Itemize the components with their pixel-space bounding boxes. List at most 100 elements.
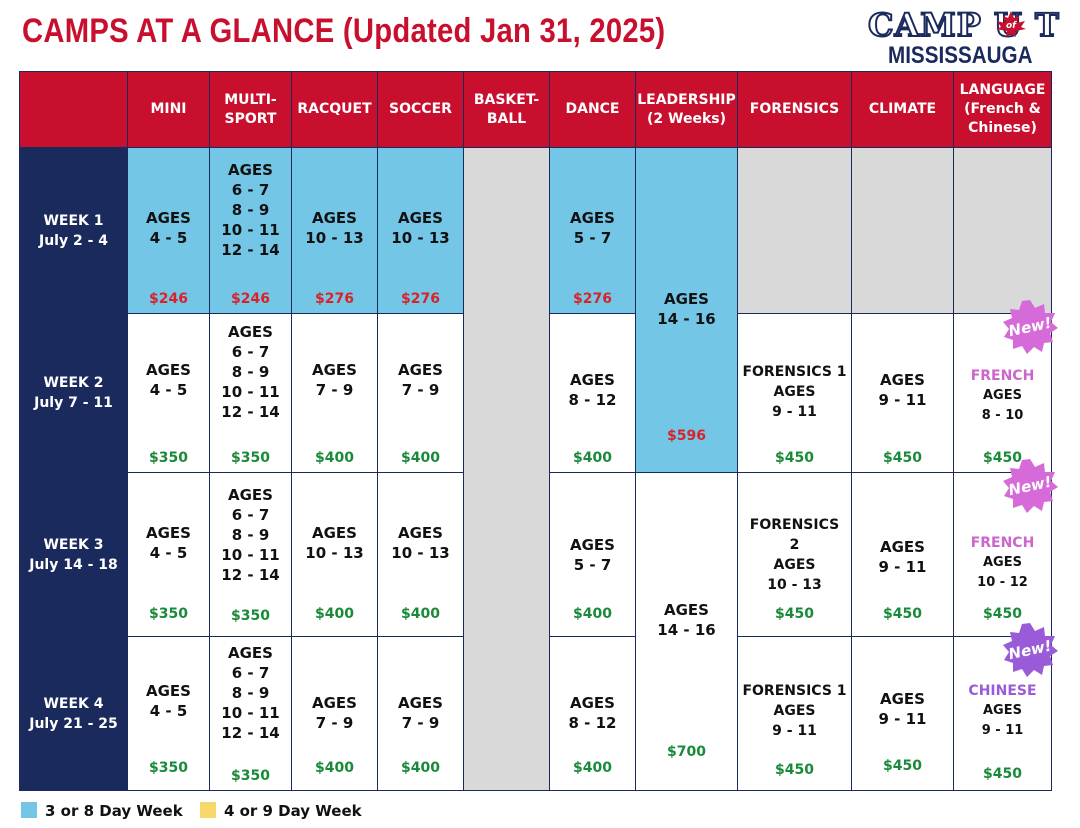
week-2-language-cell[interactable]: New! FRENCH AGES 8 - 10 $450 (953, 300, 1058, 473)
week-4-mini-cell[interactable]: AGES 4 - 5 $350 (127, 636, 210, 791)
camp-schedule-table: MINI MULTI- SPORT RACQUET SOCCER BASKET- B… (19, 71, 1058, 791)
col-header-basketball: BASKET- BALL (463, 71, 550, 148)
col-header-leadership: LEADERSHIP (2 Weeks) (635, 71, 738, 148)
week-3-climate-cell[interactable]: AGES 9 - 11 $450 (851, 472, 954, 637)
week-4-racquet-cell[interactable]: AGES 7 - 9 $400 (291, 636, 378, 791)
price: $450 (775, 450, 814, 466)
week-1-row: WEEK 1 July 2 - 4 AGES 4 - 5 $246 AGES 6 - 7… (19, 147, 1052, 791)
price: $400 (573, 450, 612, 466)
price: $450 (983, 450, 1022, 466)
week-3-soccer-cell[interactable]: AGES 10 - 13 $400 (377, 472, 464, 637)
ages-text: AGES 5 - 7 (570, 209, 615, 247)
price: $400 (401, 606, 440, 622)
course-text: FORENSICS 2 AGES 10 - 13 (749, 517, 840, 593)
week-1-racquet-cell[interactable]: AGES 10 - 13 $276 (291, 147, 378, 314)
price: $596 (667, 427, 706, 444)
ages-text: AGES 4 - 5 (146, 361, 191, 399)
week-2-racquet-cell[interactable]: AGES 7 - 9 $400 (291, 313, 378, 473)
ages-text: AGES 9 - 11 (878, 690, 927, 728)
legend-label: 3 or 8 Day Week (45, 802, 183, 820)
logo-of-text: of (1006, 21, 1017, 31)
price: $450 (883, 450, 922, 466)
leadership-session-2-cell[interactable]: AGES 14 - 16 $700 (635, 472, 738, 791)
price: $450 (775, 762, 814, 778)
week-3-row: WEEK 3 July 14 - 18 AGES 4 - 5 $350 AGES 6 -… (19, 459, 1058, 791)
price: $450 (883, 606, 922, 622)
maple-leaf-icon: of (996, 11, 1026, 37)
price: $350 (231, 450, 270, 466)
week-2-row: WEEK 2 July 7 - 11 AGES 4 - 5 $350 AGES 6 - … (19, 300, 1058, 473)
price: $246 (149, 291, 188, 307)
ages-text: AGES 4 - 5 (146, 209, 191, 247)
price: $276 (573, 291, 612, 307)
week-4-climate-cell[interactable]: AGES 9 - 11 $450 (851, 636, 954, 791)
logo-wordmark: CAMP U T (867, 5, 1060, 45)
ages-text: AGES 7 - 9 (312, 694, 357, 732)
price: $400 (573, 760, 612, 776)
price: $700 (667, 743, 706, 760)
price: $350 (231, 608, 270, 624)
price: $350 (149, 450, 188, 466)
price: $350 (149, 760, 188, 776)
col-header-multisport: MULTI- SPORT (209, 71, 292, 148)
week-3-forensics-cell[interactable]: FORENSICS 2 AGES 10 - 13 $450 (737, 472, 852, 637)
week-1-language-empty (953, 147, 1052, 314)
ages-text: AGES 14 - 16 (657, 600, 716, 639)
week-2-soccer-cell[interactable]: AGES 7 - 9 $400 (377, 313, 464, 473)
price: $400 (401, 760, 440, 776)
ages-text: AGES 10 - 12 (977, 555, 1028, 590)
week-1-forensics-empty (737, 147, 852, 314)
week-3-language-cell[interactable]: New! FRENCH AGES 10 - 12 $450 (953, 459, 1058, 637)
col-header-mini: MINI (127, 71, 210, 148)
week-4-dance-cell[interactable]: AGES 8 - 12 $400 (549, 636, 636, 791)
ages-text: AGES 8 - 12 (568, 371, 617, 409)
ages-text: AGES 4 - 5 (146, 524, 191, 562)
price: $450 (983, 766, 1022, 782)
week-1-soccer-cell[interactable]: AGES 10 - 13 $276 (377, 147, 464, 314)
basketball-empty-cell (463, 147, 550, 791)
price: $276 (315, 291, 354, 307)
week-2-forensics-cell[interactable]: FORENSICS 1 AGES 9 - 11 $450 (737, 313, 852, 473)
price: $450 (883, 758, 922, 774)
legend: 3 or 8 Day Week 4 or 9 Day Week (21, 802, 374, 822)
leadership-session-1-cell[interactable]: AGES 14 - 16 $596 (635, 147, 738, 473)
ages-text: AGES 8 - 12 (568, 694, 617, 732)
week-3-dance-cell[interactable]: AGES 5 - 7 $400 (549, 472, 636, 637)
price: $350 (149, 606, 188, 622)
price: $400 (573, 606, 612, 622)
week-4-forensics-cell[interactable]: FORENSICS 1 AGES 9 - 11 $450 (737, 636, 852, 791)
price: $450 (775, 606, 814, 622)
legend-label: 4 or 9 Day Week (223, 802, 362, 820)
week-2-dance-cell[interactable]: AGES 8 - 12 $400 (549, 313, 636, 473)
course-text: FORENSICS 1 AGES 9 - 11 (742, 364, 847, 420)
col-header-soccer: SOCCER (377, 71, 464, 148)
price: $246 (231, 291, 270, 307)
header-row: MINI MULTI- SPORT RACQUET SOCCER BASKET- B… (19, 71, 1052, 148)
week-2-climate-cell[interactable]: AGES 9 - 11 $450 (851, 313, 954, 473)
week-2-mini-cell[interactable]: AGES 4 - 5 $350 (127, 313, 210, 473)
week-3-mini-cell[interactable]: AGES 4 - 5 $350 (127, 472, 210, 637)
week-4-soccer-cell[interactable]: AGES 7 - 9 $400 (377, 636, 464, 791)
price: $276 (401, 291, 440, 307)
col-header-dance: DANCE (549, 71, 636, 148)
week-4-language-cell[interactable]: New! CHINESE AGES 9 - 11 $450 (953, 623, 1058, 791)
week-4-label: WEEK 4 July 21 - 25 (19, 636, 128, 791)
price: $400 (315, 760, 354, 776)
ages-text: AGES 10 - 13 (391, 209, 450, 247)
week-3-racquet-cell[interactable]: AGES 10 - 13 $400 (291, 472, 378, 637)
new-badge-icon (1003, 459, 1058, 513)
week-1-dance-cell[interactable]: AGES 5 - 7 $276 (549, 147, 636, 314)
corner-header (19, 71, 128, 148)
ages-text: AGES 10 - 13 (305, 209, 364, 247)
ages-text: AGES 14 - 16 (657, 289, 716, 328)
week-1-label: WEEK 1 July 2 - 4 (19, 147, 128, 314)
week-1-mini-cell[interactable]: AGES 4 - 5 $246 (127, 147, 210, 314)
ages-text: AGES 10 - 13 (391, 524, 450, 562)
